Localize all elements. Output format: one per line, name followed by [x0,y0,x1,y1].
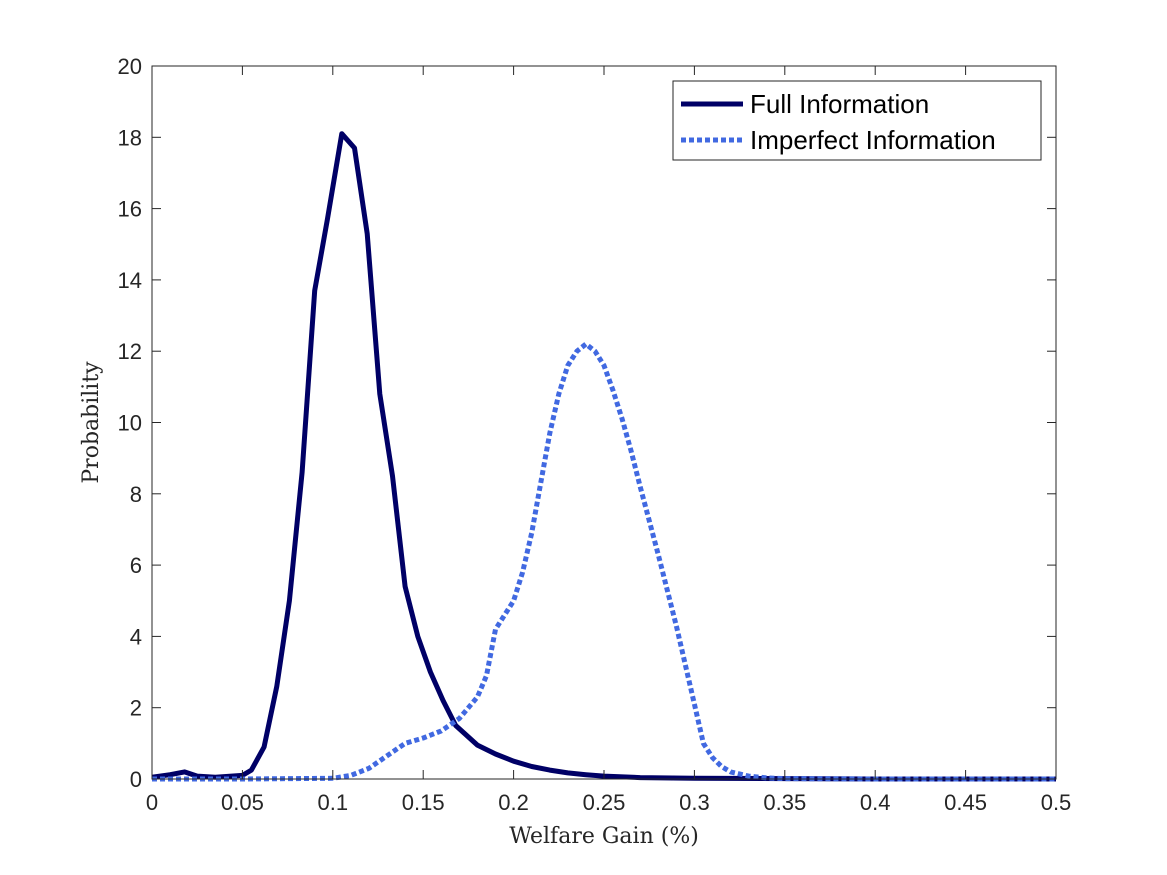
x-axis-title: Welfare Gain (%) [509,824,699,849]
y-tick-label: 4 [130,624,142,649]
x-tick-label: 0.15 [402,790,445,815]
series-line-imperfect-information [152,341,1056,782]
x-tick-label: 0.5 [1041,790,1072,815]
x-tick-label: 0.4 [860,790,891,815]
axis-ticks: 0 0.05 0.1 0.15 0.2 0.25 0.3 0.35 0.4 0.45 0.5 0 2 4 6… [118,54,1072,815]
y-tick-label: 10 [118,411,142,436]
legend: Full Information Imperfect Information [672,80,1042,161]
x-tick-label: 0.2 [498,790,529,815]
legend-label-full-information: Full Information [750,89,929,119]
x-tick-label: 0.25 [583,790,626,815]
axes-box [151,65,1057,780]
y-tick-label: 0 [130,767,142,792]
legend-box [672,80,1042,161]
x-tick-label: 0.3 [679,790,710,815]
y-tick-label: 8 [130,482,142,507]
y-tick-label: 20 [118,54,142,79]
y-tick-label: 12 [118,339,142,364]
x-tick-label: 0.35 [763,790,806,815]
plot-curves [151,131,1056,782]
y-tick-label: 14 [118,268,142,293]
x-tick-label: 0 [146,790,158,815]
y-tick-label: 2 [130,696,142,721]
x-tick-label: 0.1 [318,790,349,815]
y-tick-label: 16 [118,197,142,222]
legend-label-imperfect-information: Imperfect Information [750,125,996,155]
x-tick-label: 0.05 [221,790,264,815]
y-tick-label: 6 [130,553,142,578]
y-axis-title: Probability [79,361,104,484]
y-tick-label: 18 [118,125,142,150]
series-line-full-information [151,131,1056,782]
x-tick-label: 0.45 [944,790,987,815]
